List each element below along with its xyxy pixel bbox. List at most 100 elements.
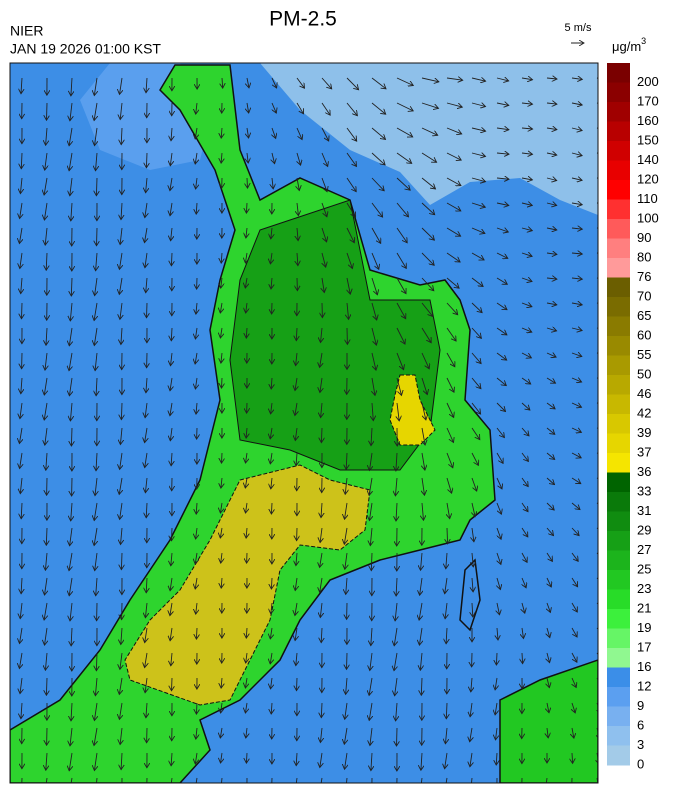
wind-arrow (597, 428, 608, 431)
level-label: 80 (637, 249, 651, 264)
level-label: 90 (637, 230, 651, 245)
color-cell (607, 648, 630, 668)
level-label: 39 (637, 425, 651, 440)
wind-arrow (146, 153, 147, 168)
wind-arrow (96, 178, 97, 196)
wind-arrow (71, 428, 72, 446)
color-cell (607, 258, 630, 278)
color-cell (607, 726, 630, 746)
level-label: 55 (637, 347, 651, 362)
wind-arrow (597, 203, 609, 204)
wind-arrow (246, 203, 247, 213)
wind-arrow (247, 178, 248, 188)
color-cell (607, 278, 630, 298)
color-cell (607, 395, 630, 415)
wind-arrow (597, 228, 609, 229)
wind-arrow (97, 228, 98, 246)
color-cell (607, 122, 630, 142)
color-cell (607, 336, 630, 356)
level-label: 160 (637, 113, 659, 128)
wind-arrow (597, 403, 608, 405)
wind-arrow (147, 303, 148, 318)
unit-base: μg/m (612, 39, 641, 54)
level-label: 36 (637, 464, 651, 479)
title: PM-2.5 (269, 8, 337, 31)
datetime: JAN 19 2026 01:00 KST (10, 41, 161, 57)
color-cell (607, 102, 630, 122)
unit: μg/m3 (612, 36, 646, 54)
wind-arrow (22, 303, 23, 319)
color-cell (607, 590, 630, 610)
color-cell (607, 531, 630, 551)
level-label: 25 (637, 561, 651, 576)
wind-arrow (222, 453, 223, 463)
level-label: 200 (637, 74, 659, 89)
color-cell (607, 297, 630, 317)
level-label: 19 (637, 620, 651, 635)
wind-arrow (597, 153, 609, 155)
wind-arrow (397, 778, 398, 795)
level-label: 120 (637, 171, 659, 186)
level-label: 17 (637, 639, 651, 654)
wind-arrow (172, 528, 173, 541)
wind-arrow (347, 653, 348, 669)
wind-arrow (147, 778, 148, 793)
wind-arrow (46, 678, 47, 695)
wind-arrow (597, 128, 608, 131)
level-label: 27 (637, 542, 651, 557)
level-label: 16 (637, 659, 651, 674)
color-cell (607, 746, 630, 766)
color-cell (607, 200, 630, 220)
wind-arrow (271, 578, 272, 589)
color-cell (607, 551, 630, 571)
color-cell (607, 414, 630, 434)
wind-arrow (172, 678, 173, 691)
level-label: 65 (637, 308, 651, 323)
wind-arrow (121, 553, 122, 570)
level-label: 31 (637, 503, 651, 518)
level-label: 23 (637, 581, 651, 596)
level-label: 46 (637, 386, 651, 401)
wind-arrow (597, 453, 608, 457)
level-label: 42 (637, 405, 651, 420)
level-label: 9 (637, 698, 644, 713)
wind-arrow (271, 503, 272, 514)
map (10, 63, 609, 795)
wind-arrow (597, 253, 609, 255)
wind-arrow (597, 303, 608, 306)
color-cell (607, 219, 630, 239)
wind-arrow (297, 678, 298, 691)
wind-arrow (121, 403, 122, 420)
color-cell (607, 356, 630, 376)
level-label: 33 (637, 483, 651, 498)
level-label: 70 (637, 288, 651, 303)
level-label: 150 (637, 132, 659, 147)
level-label: 50 (637, 366, 651, 381)
color-cell (607, 492, 630, 512)
level-label: 3 (637, 737, 644, 752)
wind-scale-label: 5 m/s (565, 22, 592, 34)
wind-arrow (496, 653, 497, 665)
color-cell (607, 707, 630, 727)
color-cell (607, 687, 630, 707)
wind-arrow (597, 103, 608, 106)
level-label: 76 (637, 269, 651, 284)
color-cell (607, 473, 630, 493)
color-cell (607, 629, 630, 649)
color-cell (607, 239, 630, 259)
level-label: 100 (637, 210, 659, 225)
color-cell (607, 512, 630, 532)
color-cell (607, 668, 630, 688)
level-label: 37 (637, 444, 651, 459)
wind-arrow (96, 653, 97, 671)
wind-arrow (196, 628, 197, 639)
wind-arrow (597, 278, 608, 281)
unit-power: 3 (641, 36, 646, 46)
wind-arrow (597, 78, 608, 81)
level-label: 21 (637, 600, 651, 615)
wind-arrow (196, 703, 197, 714)
level-label: 140 (637, 152, 659, 167)
wind-arrow (222, 378, 223, 388)
wind-arrow (597, 378, 609, 380)
